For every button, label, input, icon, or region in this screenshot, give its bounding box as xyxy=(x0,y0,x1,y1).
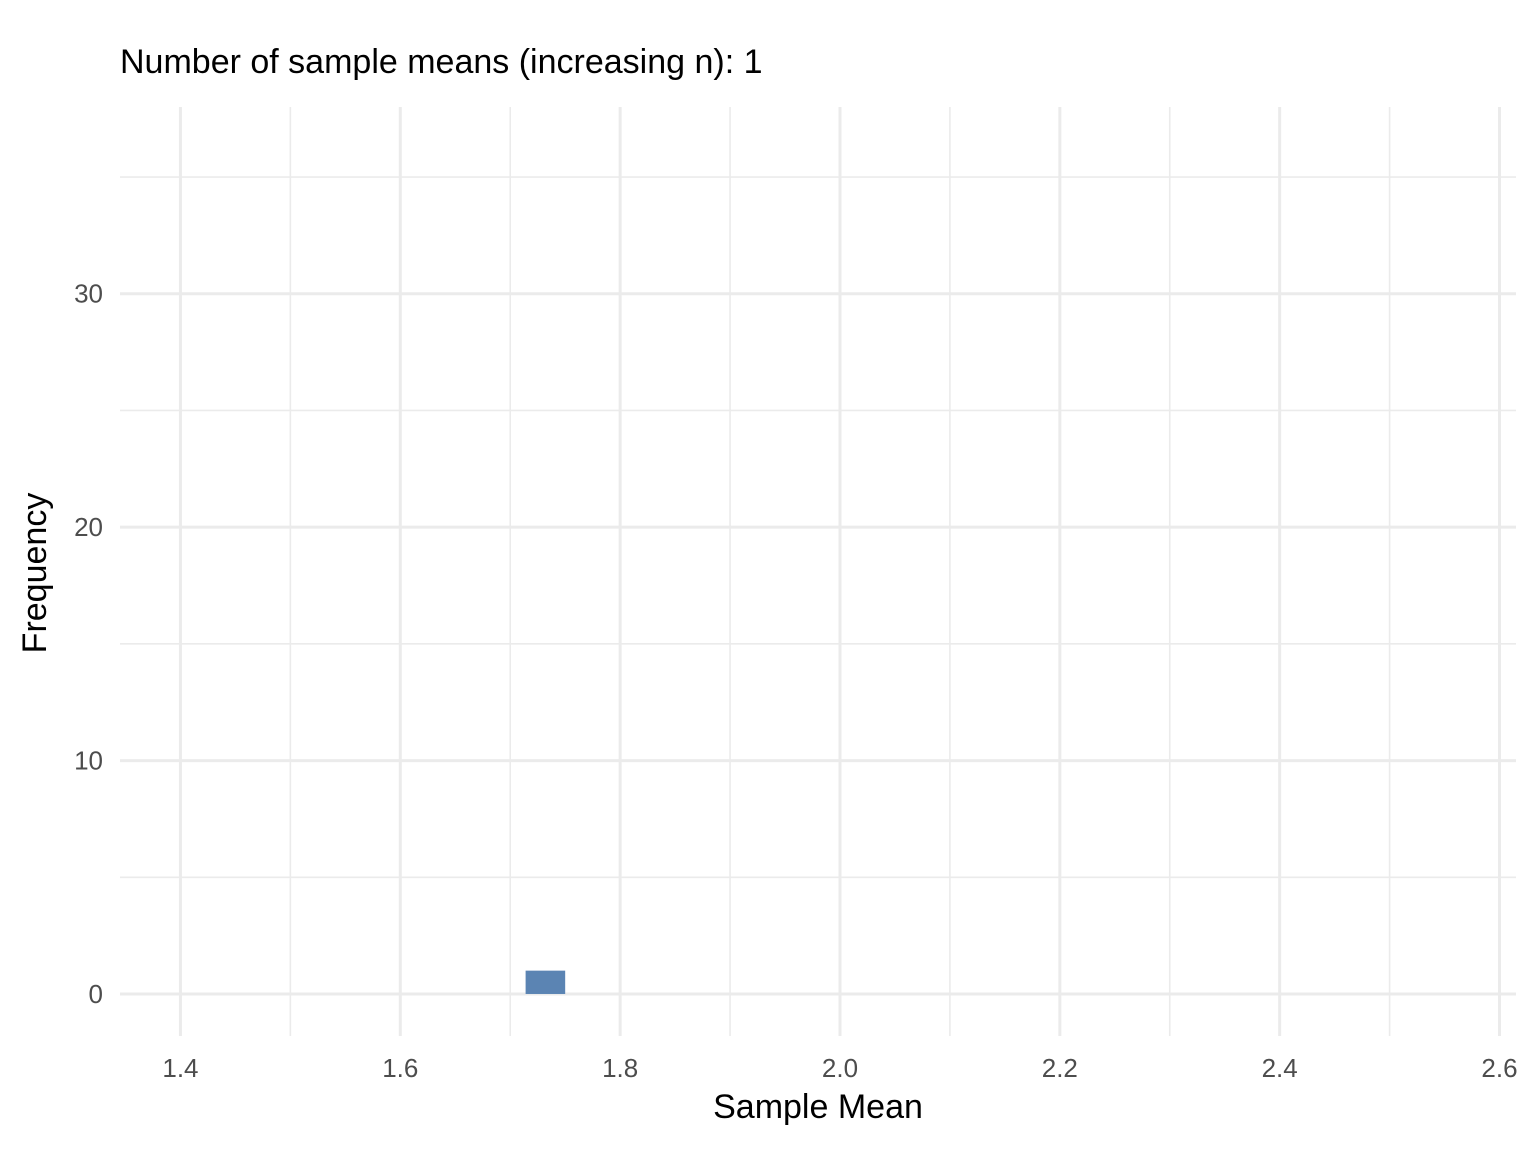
x-tick-label: 2.6 xyxy=(1481,1053,1517,1083)
x-tick-label: 1.6 xyxy=(382,1053,418,1083)
tick-labels: 1.4 1.6 1.8 2.0 2.2 2.4 2.6 0 10 20 30 xyxy=(74,279,1518,1083)
x-tick-label: 2.0 xyxy=(822,1053,858,1083)
x-tick-label: 2.4 xyxy=(1262,1053,1298,1083)
y-tick-label: 10 xyxy=(74,746,103,776)
y-axis-title: Frequency xyxy=(16,493,54,654)
y-tick-label: 0 xyxy=(89,979,103,1009)
histogram-bar-1 xyxy=(525,970,566,994)
y-tick-label: 30 xyxy=(74,279,103,309)
chart-title: Number of sample means (increasing n): 1 xyxy=(120,43,763,81)
x-tick-label: 2.2 xyxy=(1042,1053,1078,1083)
y-tick-label: 20 xyxy=(74,512,103,542)
x-tick-label: 1.4 xyxy=(162,1053,198,1083)
x-tick-label: 1.8 xyxy=(602,1053,638,1083)
grid-lines xyxy=(120,107,1516,1036)
bars xyxy=(525,970,566,994)
x-axis-title: Sample Mean xyxy=(713,1088,923,1126)
